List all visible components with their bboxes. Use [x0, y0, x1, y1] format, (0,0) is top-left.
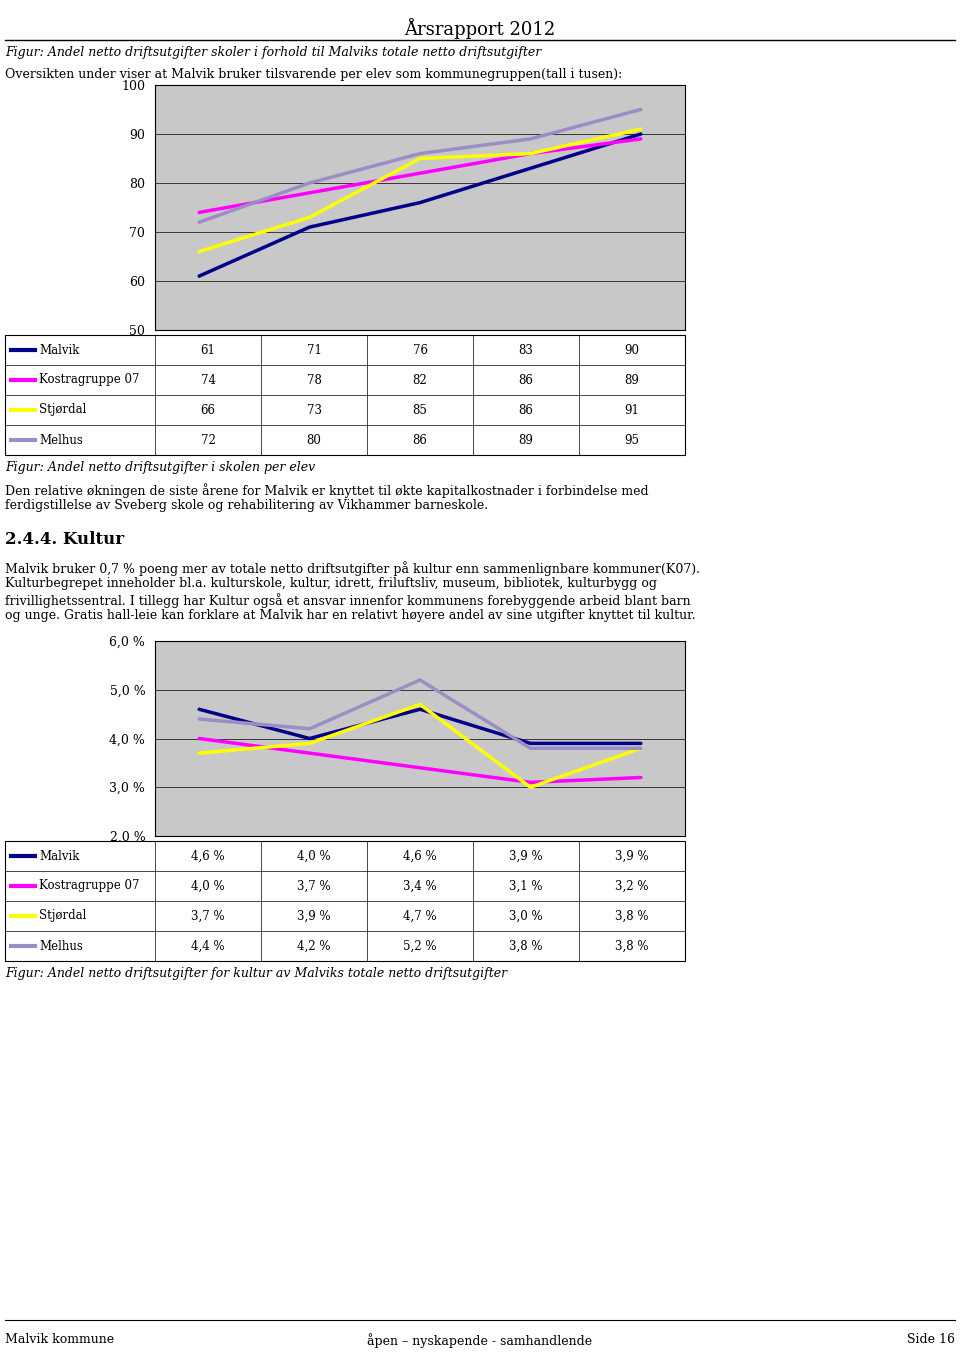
- Text: Oversikten under viser at Malvik bruker tilsvarende per elev som kommunegruppen(: Oversikten under viser at Malvik bruker …: [5, 68, 622, 81]
- Text: 3,9 %: 3,9 %: [509, 850, 542, 862]
- Text: Årsrapport 2012: Årsrapport 2012: [404, 18, 556, 38]
- Text: 2.4.4. Kultur: 2.4.4. Kultur: [5, 531, 124, 548]
- Text: 76: 76: [413, 344, 427, 356]
- Text: Side 16: Side 16: [907, 1333, 955, 1346]
- Text: Kostragruppe 07: Kostragruppe 07: [39, 879, 139, 893]
- Text: 3,7 %: 3,7 %: [191, 909, 225, 923]
- Text: Den relative økningen de siste årene for Malvik er knyttet til økte kapitalkostn: Den relative økningen de siste årene for…: [5, 483, 649, 498]
- Text: 91: 91: [625, 404, 639, 416]
- Text: Figur: Andel netto driftsutgifter i skolen per elev: Figur: Andel netto driftsutgifter i skol…: [5, 461, 315, 474]
- Text: 86: 86: [518, 404, 534, 416]
- Text: 80: 80: [306, 434, 322, 446]
- Text: 3,8 %: 3,8 %: [509, 939, 542, 953]
- Text: Melhus: Melhus: [39, 434, 83, 446]
- Text: Malvik: Malvik: [39, 850, 80, 862]
- Text: 3,1 %: 3,1 %: [509, 879, 542, 893]
- Text: 4,0 %: 4,0 %: [298, 850, 331, 862]
- Text: 4,7 %: 4,7 %: [403, 909, 437, 923]
- Text: Kostragruppe 07: Kostragruppe 07: [39, 374, 139, 386]
- Text: 5,2 %: 5,2 %: [403, 939, 437, 953]
- Text: 86: 86: [518, 374, 534, 386]
- Text: 3,7 %: 3,7 %: [298, 879, 331, 893]
- Text: 3,0 %: 3,0 %: [509, 909, 542, 923]
- Text: 61: 61: [201, 344, 215, 356]
- Text: 4,4 %: 4,4 %: [191, 939, 225, 953]
- Text: Stjørdal: Stjørdal: [39, 404, 86, 416]
- Text: 90: 90: [625, 344, 639, 356]
- Text: 78: 78: [306, 374, 322, 386]
- Text: Kulturbegrepet inneholder bl.a. kulturskole, kultur, idrett, friluftsliv, museum: Kulturbegrepet inneholder bl.a. kultursk…: [5, 576, 657, 590]
- Text: 71: 71: [306, 344, 322, 356]
- Text: 3,8 %: 3,8 %: [615, 909, 649, 923]
- Text: 82: 82: [413, 374, 427, 386]
- Text: 72: 72: [201, 434, 215, 446]
- Text: ferdigstillelse av Sveberg skole og rehabilitering av Vikhammer barneskole.: ferdigstillelse av Sveberg skole og reha…: [5, 498, 488, 512]
- Text: 66: 66: [201, 404, 215, 416]
- Text: 4,6 %: 4,6 %: [403, 850, 437, 862]
- Text: Figur: Andel netto driftsutgifter for kultur av Malviks totale netto driftsutgif: Figur: Andel netto driftsutgifter for ku…: [5, 967, 507, 980]
- Text: 3,4 %: 3,4 %: [403, 879, 437, 893]
- Text: frivillighetssentral. I tillegg har Kultur også et ansvar innenfor kommunens for: frivillighetssentral. I tillegg har Kult…: [5, 593, 690, 608]
- Text: åpen – nyskapende - samhandlende: åpen – nyskapende - samhandlende: [368, 1333, 592, 1348]
- Text: 4,0 %: 4,0 %: [191, 879, 225, 893]
- Text: 3,9 %: 3,9 %: [615, 850, 649, 862]
- Text: og unge. Gratis hall-leie kan forklare at Malvik har en relativt høyere andel av: og unge. Gratis hall-leie kan forklare a…: [5, 609, 696, 622]
- Text: Figur: Andel netto driftsutgifter skoler i forhold til Malviks totale netto drif: Figur: Andel netto driftsutgifter skoler…: [5, 47, 541, 59]
- Text: 83: 83: [518, 344, 534, 356]
- Text: 3,2 %: 3,2 %: [615, 879, 649, 893]
- Text: Malvik: Malvik: [39, 344, 80, 356]
- Text: 4,6 %: 4,6 %: [191, 850, 225, 862]
- Text: 86: 86: [413, 434, 427, 446]
- Text: 3,9 %: 3,9 %: [298, 909, 331, 923]
- Text: 89: 89: [625, 374, 639, 386]
- Text: 3,8 %: 3,8 %: [615, 939, 649, 953]
- Text: 95: 95: [625, 434, 639, 446]
- Text: 85: 85: [413, 404, 427, 416]
- Text: Melhus: Melhus: [39, 939, 83, 953]
- Text: 89: 89: [518, 434, 534, 446]
- Text: Stjørdal: Stjørdal: [39, 909, 86, 923]
- Text: 74: 74: [201, 374, 215, 386]
- Text: 73: 73: [306, 404, 322, 416]
- Text: 4,2 %: 4,2 %: [298, 939, 331, 953]
- Text: Malvik bruker 0,7 % poeng mer av totale netto driftsutgifter på kultur enn samme: Malvik bruker 0,7 % poeng mer av totale …: [5, 561, 700, 576]
- Text: Malvik kommune: Malvik kommune: [5, 1333, 114, 1346]
